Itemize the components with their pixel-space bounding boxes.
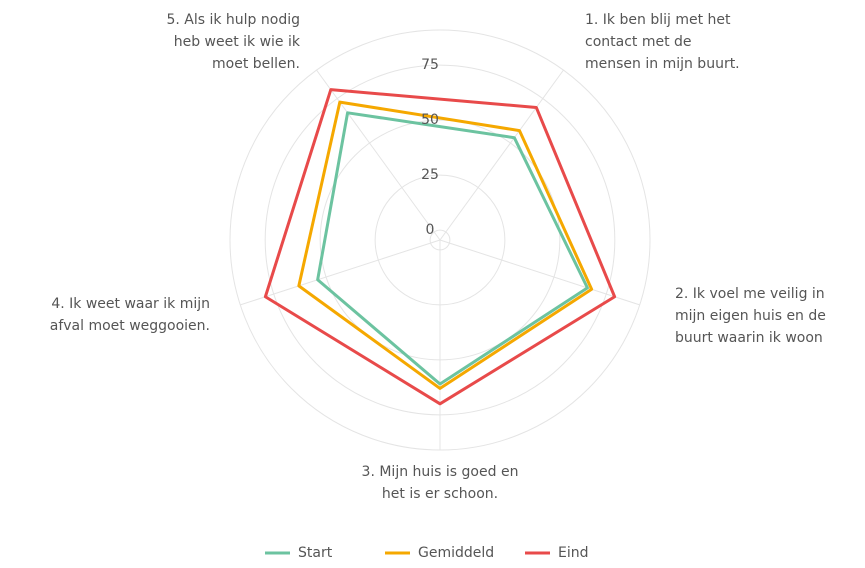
spoke bbox=[439, 239, 640, 306]
category-label: 4. Ik weet waar ik mijn bbox=[51, 296, 210, 312]
r-tick-label: 0 bbox=[426, 222, 435, 238]
series-line bbox=[297, 100, 594, 390]
category-label: mijn eigen huis en de bbox=[675, 308, 826, 324]
r-tick-label: 50 bbox=[421, 112, 439, 128]
r-tick-label: 75 bbox=[421, 57, 439, 73]
category-label: 5. Als ik hulp nodig bbox=[166, 12, 300, 28]
category-label: mensen in mijn buurt. bbox=[585, 56, 740, 72]
legend-label: Start bbox=[298, 545, 333, 561]
category-label: buurt waarin ik woon bbox=[675, 330, 823, 346]
category-label: 1. Ik ben blij met het bbox=[585, 12, 731, 28]
spoke bbox=[316, 69, 441, 241]
legend-label: Gemiddeld bbox=[418, 545, 494, 561]
category-label: 3. Mijn huis is goed en bbox=[362, 464, 519, 480]
spoke bbox=[439, 69, 564, 241]
r-tick-label: 25 bbox=[421, 167, 439, 183]
category-label: contact met de bbox=[585, 34, 692, 50]
category-label: het is er schoon. bbox=[382, 486, 498, 502]
category-label: heb weet ik wie ik bbox=[174, 34, 301, 50]
category-label: afval moet weggooien. bbox=[50, 318, 210, 334]
legend-label: Eind bbox=[558, 545, 589, 561]
series-line bbox=[316, 111, 589, 386]
category-label: 2. Ik voel me veilig in bbox=[675, 286, 825, 302]
category-label: moet bellen. bbox=[212, 56, 300, 72]
spoke bbox=[240, 239, 441, 306]
series-line bbox=[263, 88, 617, 406]
